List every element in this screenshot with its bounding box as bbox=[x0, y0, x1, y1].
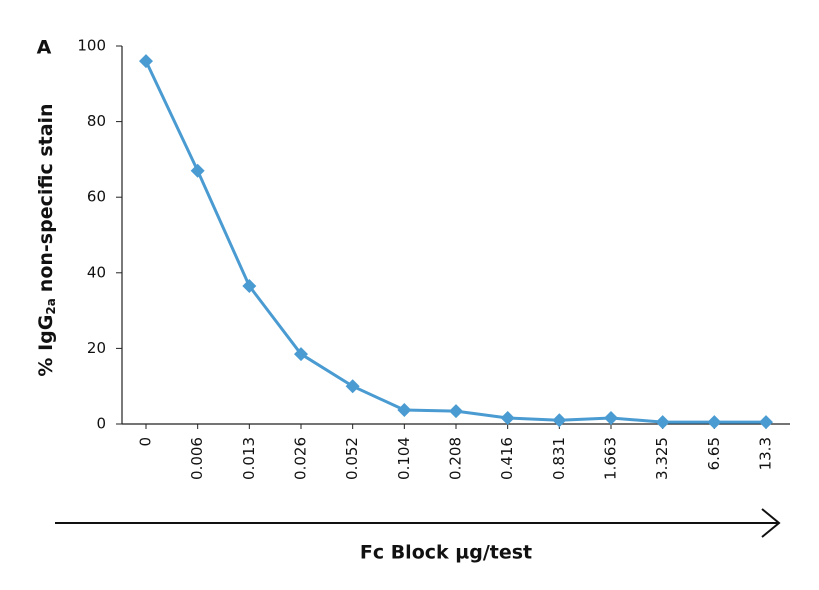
x-axis-label: Fc Block µg/test bbox=[360, 542, 532, 564]
panel-label: A bbox=[37, 37, 52, 59]
y-tick-label: 0 bbox=[96, 415, 106, 433]
data-marker bbox=[345, 379, 360, 394]
x-tick-label: 0.052 bbox=[343, 437, 361, 480]
x-tick-label: 0.013 bbox=[240, 437, 258, 480]
data-marker bbox=[449, 404, 463, 419]
x-tick-label: 0 bbox=[137, 437, 155, 447]
y-label-subscript: 2a bbox=[44, 298, 58, 314]
data-marker bbox=[759, 415, 773, 430]
data-marker bbox=[604, 410, 618, 425]
y-label-part: % IgG bbox=[35, 315, 57, 377]
data-marker bbox=[655, 415, 670, 430]
x-tick-label: 1.663 bbox=[602, 437, 620, 480]
data-line bbox=[144, 60, 766, 424]
x-tick-label: 3.325 bbox=[653, 437, 671, 480]
data-marker bbox=[500, 410, 515, 425]
data-marker bbox=[397, 403, 412, 418]
data-marker bbox=[294, 347, 308, 362]
x-tick-label: 13.3 bbox=[757, 437, 775, 470]
data-marker bbox=[190, 163, 205, 178]
data-marker bbox=[552, 413, 567, 428]
x-tick-label: 0.416 bbox=[498, 437, 516, 480]
y-tick-label: 80 bbox=[87, 112, 106, 130]
x-tick-label: 0.104 bbox=[395, 437, 413, 480]
data-marker bbox=[139, 54, 153, 69]
y-axis-label: % IgG2a non-specific stain bbox=[35, 103, 58, 376]
x-tick-label: 6.65 bbox=[705, 437, 723, 470]
x-tick-label: 0.026 bbox=[292, 437, 310, 480]
x-tick-label: 0.831 bbox=[550, 437, 568, 480]
data-marker bbox=[242, 279, 257, 294]
x-tick-label: 0.208 bbox=[447, 437, 465, 480]
y-tick-label: 100 bbox=[77, 37, 106, 55]
x-tick-label: 0.006 bbox=[188, 437, 206, 480]
y-tick-label: 60 bbox=[87, 188, 106, 206]
data-marker bbox=[707, 415, 722, 430]
y-tick-label: 40 bbox=[87, 263, 106, 281]
y-tick-label: 20 bbox=[87, 339, 106, 357]
y-label-part: non-specific stain bbox=[35, 103, 57, 292]
arrow-head bbox=[761, 508, 781, 538]
